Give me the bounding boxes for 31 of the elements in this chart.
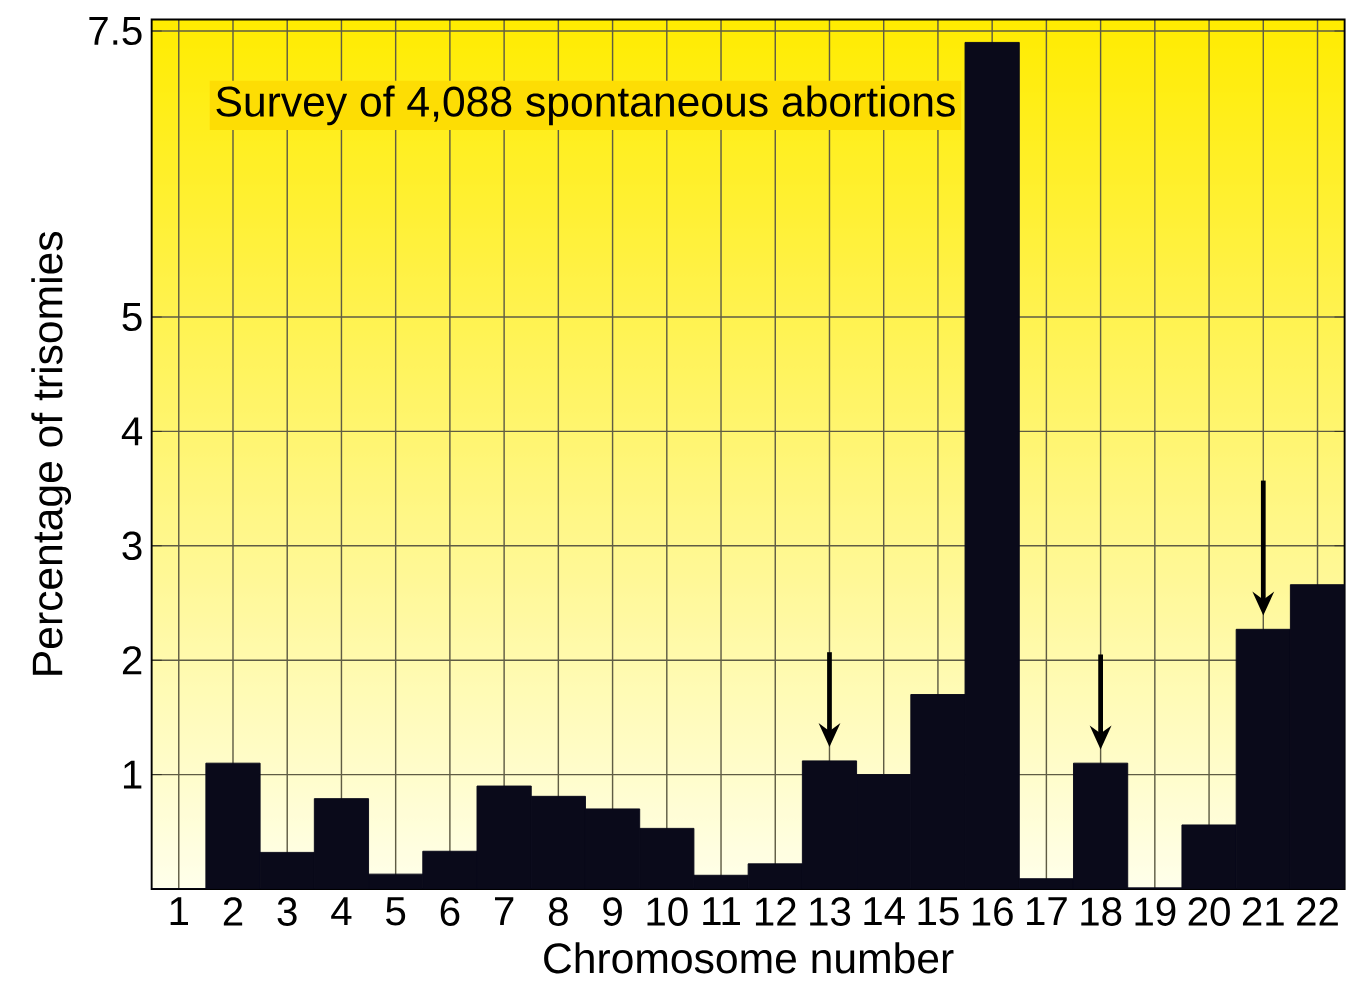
x-tick-label: 15 <box>918 897 959 926</box>
y-axis-title: Percentage of trisomies <box>31 231 72 675</box>
y-tick-label: 1 <box>123 760 142 789</box>
y-tick-label: 5 <box>122 302 142 332</box>
x-tick-label: 7 <box>495 897 514 926</box>
x-tick-label: 12 <box>755 897 796 926</box>
x-tick-label: 6 <box>440 897 460 926</box>
x-tick-label: 8 <box>548 897 568 926</box>
x-tick-label: 1 <box>170 897 188 926</box>
y-tick-label: 2 <box>122 646 142 675</box>
x-tick-label: 4 <box>331 897 352 926</box>
x-tick-label: 5 <box>386 897 406 926</box>
y-tick-label: 4 <box>121 417 143 446</box>
x-tick-label: 9 <box>603 897 622 926</box>
x-tick-label: 18 <box>1081 897 1122 926</box>
x-tick-label: 13 <box>810 897 851 926</box>
x-tick-label: 21 <box>1242 897 1284 926</box>
x-tick-label: 14 <box>864 897 905 926</box>
x-tick-label: 20 <box>1188 897 1230 926</box>
x-tick-label: 19 <box>1135 897 1176 926</box>
y-tick-label: 3 <box>122 531 142 561</box>
x-tick-label: 10 <box>647 897 688 926</box>
x-tick-label: 22 <box>1297 897 1338 926</box>
x-tick-label: 16 <box>972 897 1013 926</box>
x-axis-title: Chromosome number <box>544 942 954 974</box>
x-tick-label: 2 <box>223 897 243 926</box>
y-tick-label: 7.5 <box>89 16 142 46</box>
x-tick-label: 11 <box>703 897 740 926</box>
x-tick-label: 17 <box>1027 897 1067 926</box>
text: Survey of 4,088 spontaneous abortions <box>216 85 955 126</box>
x-tick-label: 3 <box>277 897 297 926</box>
